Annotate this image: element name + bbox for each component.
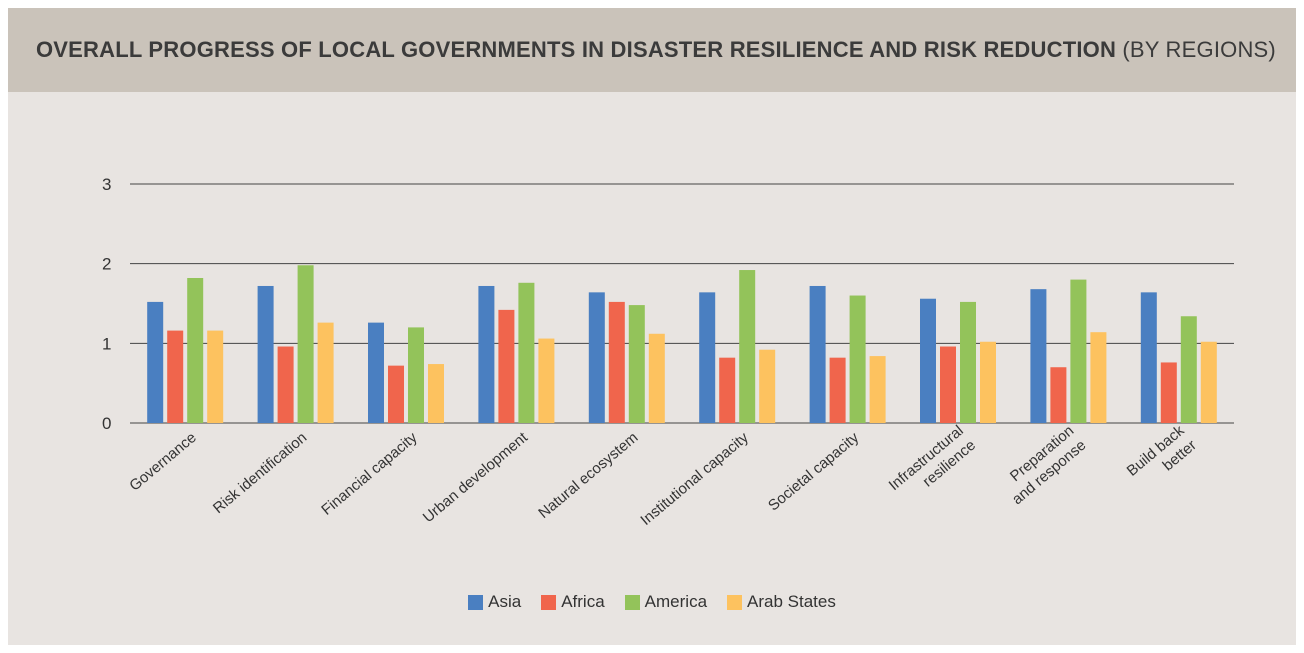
y-tick-label: 1 bbox=[102, 334, 111, 353]
x-tick-label: Societal capacity bbox=[765, 429, 863, 515]
bar-asia bbox=[588, 292, 605, 423]
bar-asia bbox=[699, 292, 716, 423]
bar-arab-states bbox=[980, 341, 996, 423]
bar-africa bbox=[167, 330, 184, 423]
bar-africa bbox=[1050, 367, 1067, 423]
bar-asia bbox=[257, 285, 274, 423]
x-tick-label: Natural ecosystem bbox=[535, 429, 641, 522]
legend-swatch bbox=[624, 594, 640, 610]
bar-asia bbox=[1140, 292, 1157, 423]
bar-arab-states bbox=[207, 330, 224, 423]
bar-africa bbox=[498, 309, 515, 423]
bar-america bbox=[849, 295, 866, 423]
legend-item-asia: Asia bbox=[468, 592, 521, 612]
legend-item-arab-states: Arab States bbox=[727, 592, 836, 612]
bar-arab-states bbox=[538, 338, 555, 423]
legend-item-africa: Africa bbox=[541, 592, 605, 612]
x-tick-label: Risk identification bbox=[210, 429, 310, 517]
bar-africa bbox=[1160, 362, 1177, 423]
x-tick-label: Preparationand response bbox=[997, 422, 1090, 508]
bar-america bbox=[408, 327, 424, 423]
legend-label: Arab States bbox=[747, 592, 836, 611]
legend-label: Asia bbox=[488, 592, 522, 611]
bar-arab-states bbox=[1200, 341, 1217, 423]
bar-asia bbox=[147, 301, 164, 423]
bar-america bbox=[518, 282, 535, 423]
x-tick-label: Urban development bbox=[420, 429, 532, 527]
x-tick-label: Institutional capacity bbox=[637, 429, 752, 529]
x-tick-label: Financial capacity bbox=[318, 429, 421, 519]
bar-arab-states bbox=[759, 349, 776, 423]
x-tick-label: Build backbetter bbox=[1124, 422, 1201, 494]
legend-swatch bbox=[468, 594, 484, 610]
title-banner: OVERALL PROGRESS OF LOCAL GOVERNMENTS IN… bbox=[8, 8, 1296, 92]
chart-title-main: OVERALL PROGRESS OF LOCAL GOVERNMENTS IN… bbox=[36, 37, 1117, 62]
bar-africa bbox=[388, 365, 404, 423]
bar-america bbox=[187, 278, 204, 423]
bar-africa bbox=[277, 346, 294, 423]
bar-africa bbox=[608, 301, 625, 423]
bar-america bbox=[1180, 316, 1197, 423]
chart-title: OVERALL PROGRESS OF LOCAL GOVERNMENTS IN… bbox=[36, 37, 1276, 63]
bar-america bbox=[960, 301, 976, 423]
bar-africa bbox=[829, 357, 846, 423]
bar-asia bbox=[920, 298, 936, 423]
bar-america bbox=[297, 265, 314, 423]
bar-asia bbox=[1030, 289, 1047, 423]
bar-arab-states bbox=[317, 322, 334, 423]
bar-africa bbox=[719, 357, 736, 423]
bar-america bbox=[1070, 279, 1087, 423]
bar-asia bbox=[478, 285, 495, 423]
legend-label: America bbox=[644, 592, 708, 611]
bar-asia bbox=[368, 322, 384, 423]
x-tick-label: Infrastructuralresilience bbox=[886, 422, 979, 509]
x-tick-label: Governance bbox=[126, 429, 200, 495]
y-tick-label: 2 bbox=[102, 255, 111, 274]
legend-item-america: America bbox=[624, 592, 708, 612]
bar-africa bbox=[940, 346, 956, 423]
bar-arab-states bbox=[869, 356, 886, 423]
y-tick-label: 3 bbox=[102, 175, 111, 194]
bar-america bbox=[739, 270, 756, 423]
bar-chart: 0 1 2 3 Governance Risk identification Financi… bbox=[102, 175, 1234, 529]
legend-swatch bbox=[541, 594, 557, 610]
legend-label: Africa bbox=[561, 592, 605, 611]
y-tick-label: 0 bbox=[102, 414, 111, 433]
legend-swatch bbox=[727, 594, 743, 610]
chart-card: OVERALL PROGRESS OF LOCAL GOVERNMENTS IN… bbox=[8, 8, 1296, 645]
bar-arab-states bbox=[428, 364, 444, 423]
chart-legend: Asia Africa America Arab States bbox=[8, 592, 1296, 612]
bar-arab-states bbox=[1090, 332, 1107, 423]
chart-title-suffix: (BY REGIONS) bbox=[1122, 37, 1276, 62]
bar-arab-states bbox=[648, 333, 665, 423]
bar-america bbox=[628, 305, 645, 423]
bar-asia bbox=[809, 285, 826, 423]
